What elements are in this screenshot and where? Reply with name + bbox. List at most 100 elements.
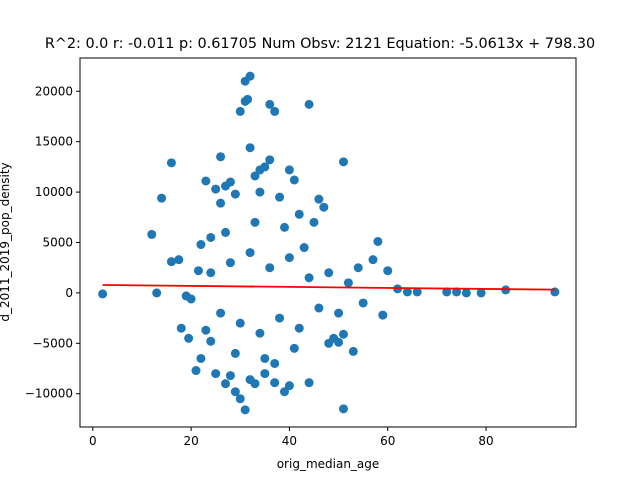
data-point xyxy=(240,405,250,415)
data-point xyxy=(166,257,176,267)
data-point xyxy=(324,268,334,278)
data-point xyxy=(193,266,203,276)
data-point xyxy=(442,287,452,297)
data-point xyxy=(289,175,299,185)
x-tick-label: 0 xyxy=(89,434,97,448)
data-point xyxy=(378,310,388,320)
data-point xyxy=(476,288,486,298)
y-axis-label: d_2011_2019_pop_density xyxy=(0,162,12,321)
data-point xyxy=(245,248,255,258)
data-point xyxy=(206,232,216,242)
data-point xyxy=(338,157,348,167)
data-point xyxy=(368,255,378,265)
data-point xyxy=(260,369,270,379)
data-point xyxy=(221,227,231,237)
data-point xyxy=(191,366,201,376)
data-point xyxy=(211,184,221,194)
data-point xyxy=(201,176,211,186)
data-point xyxy=(402,287,412,297)
x-tick-label: 60 xyxy=(380,434,395,448)
data-point xyxy=(260,162,270,172)
data-point xyxy=(230,387,240,397)
data-point xyxy=(270,106,280,116)
data-point xyxy=(184,333,194,343)
data-point xyxy=(250,217,260,227)
data-point xyxy=(412,287,422,297)
data-point xyxy=(196,240,206,250)
y-tick-label: 5000 xyxy=(42,236,73,250)
data-point xyxy=(304,273,314,283)
data-point xyxy=(250,171,260,181)
data-point xyxy=(250,379,260,389)
y-tick-label: 10000 xyxy=(35,185,73,199)
data-point xyxy=(216,198,226,208)
data-point xyxy=(201,325,211,335)
data-point xyxy=(334,337,344,347)
data-point xyxy=(338,404,348,414)
x-tick-label: 40 xyxy=(282,434,297,448)
data-point xyxy=(255,187,265,197)
data-point xyxy=(235,318,245,328)
data-point xyxy=(284,381,294,391)
data-point xyxy=(98,289,108,299)
data-point xyxy=(294,209,304,219)
y-tick-label: −5000 xyxy=(32,336,73,350)
data-point xyxy=(319,202,329,212)
data-point xyxy=(334,308,344,318)
data-point xyxy=(216,308,226,318)
data-point xyxy=(373,236,383,246)
plot-area: 0 20 40 60 80 −10000 −5000 0 5000 10000 15000 20000 xyxy=(25,57,577,448)
x-tick-label: 80 xyxy=(478,434,493,448)
data-point xyxy=(152,288,162,298)
data-point xyxy=(348,346,358,356)
data-point xyxy=(255,328,265,338)
data-point xyxy=(461,288,471,298)
data-point xyxy=(166,158,176,168)
data-point xyxy=(270,358,280,368)
data-point xyxy=(221,379,231,389)
data-point xyxy=(265,155,275,165)
y-tick-label: 15000 xyxy=(35,135,73,149)
data-point xyxy=(225,258,235,268)
data-point xyxy=(225,177,235,187)
data-point xyxy=(245,71,255,81)
data-point xyxy=(383,266,393,276)
data-point xyxy=(245,143,255,153)
data-point xyxy=(211,369,221,379)
data-point xyxy=(279,387,289,397)
x-tick-label: 20 xyxy=(183,434,198,448)
chart-title: R^2: 0.0 r: -0.011 p: 0.61705 Num Obsv: … xyxy=(45,36,595,52)
data-point xyxy=(176,323,186,333)
data-point xyxy=(304,378,314,388)
data-point xyxy=(338,329,348,339)
data-point xyxy=(284,253,294,263)
y-tick-label: 20000 xyxy=(35,84,73,98)
data-point xyxy=(157,193,167,203)
data-point xyxy=(186,294,196,304)
data-point xyxy=(243,94,253,104)
data-point xyxy=(225,371,235,381)
y-tick-label: 0 xyxy=(65,286,73,300)
data-point xyxy=(279,222,289,232)
data-point xyxy=(235,394,245,404)
data-point xyxy=(353,263,363,273)
data-point xyxy=(174,255,184,265)
data-point xyxy=(309,217,319,227)
data-point xyxy=(284,165,294,175)
data-point xyxy=(230,348,240,358)
data-point xyxy=(299,243,309,253)
data-point xyxy=(275,192,285,202)
data-point xyxy=(314,194,324,204)
data-point xyxy=(304,99,314,109)
data-point xyxy=(206,336,216,346)
data-points xyxy=(98,71,560,415)
data-point xyxy=(270,378,280,388)
data-point xyxy=(260,353,270,363)
data-point xyxy=(147,229,157,239)
data-point xyxy=(235,106,245,116)
data-point xyxy=(289,343,299,353)
data-point xyxy=(275,313,285,323)
axes-frame xyxy=(79,57,577,428)
fit-line xyxy=(102,284,555,291)
